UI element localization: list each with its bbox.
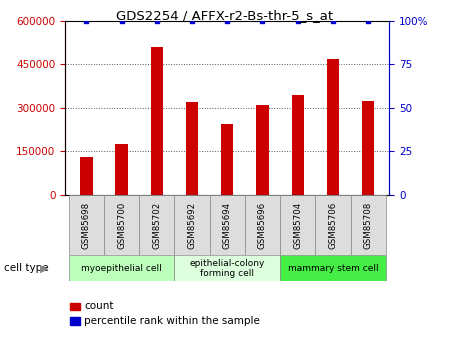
FancyBboxPatch shape xyxy=(69,255,175,281)
FancyBboxPatch shape xyxy=(139,195,175,255)
Text: epithelial-colony
forming cell: epithelial-colony forming cell xyxy=(189,258,265,278)
Text: cell type: cell type xyxy=(4,263,49,273)
Point xyxy=(153,18,160,23)
Point xyxy=(294,18,302,23)
FancyBboxPatch shape xyxy=(351,195,386,255)
FancyBboxPatch shape xyxy=(315,195,351,255)
Bar xyxy=(256,106,269,195)
Text: percentile rank within the sample: percentile rank within the sample xyxy=(84,316,260,326)
Bar xyxy=(186,102,198,195)
Point xyxy=(224,18,231,23)
FancyBboxPatch shape xyxy=(210,195,245,255)
Bar xyxy=(221,124,234,195)
Point xyxy=(118,18,125,23)
Text: GSM85704: GSM85704 xyxy=(293,201,302,249)
Bar xyxy=(292,95,304,195)
Bar xyxy=(327,59,339,195)
Point xyxy=(83,18,90,23)
Text: GSM85692: GSM85692 xyxy=(188,201,197,249)
Text: GDS2254 / AFFX-r2-Bs-thr-5_s_at: GDS2254 / AFFX-r2-Bs-thr-5_s_at xyxy=(117,9,333,22)
Bar xyxy=(151,47,163,195)
Point xyxy=(259,18,266,23)
Text: count: count xyxy=(84,302,114,311)
Text: myoepithelial cell: myoepithelial cell xyxy=(81,264,162,273)
FancyBboxPatch shape xyxy=(104,195,139,255)
Text: GSM85702: GSM85702 xyxy=(152,201,161,249)
Text: GSM85694: GSM85694 xyxy=(223,201,232,249)
FancyBboxPatch shape xyxy=(280,255,386,281)
Text: ▶: ▶ xyxy=(40,263,48,273)
Bar xyxy=(80,157,93,195)
Point xyxy=(364,18,372,23)
Bar xyxy=(362,100,374,195)
FancyBboxPatch shape xyxy=(175,195,210,255)
Text: mammary stem cell: mammary stem cell xyxy=(288,264,378,273)
Point xyxy=(329,18,337,23)
Text: GSM85698: GSM85698 xyxy=(82,201,91,249)
Text: GSM85696: GSM85696 xyxy=(258,201,267,249)
FancyBboxPatch shape xyxy=(245,195,280,255)
FancyBboxPatch shape xyxy=(280,195,315,255)
FancyBboxPatch shape xyxy=(69,195,104,255)
Text: GSM85700: GSM85700 xyxy=(117,201,126,249)
Text: GSM85706: GSM85706 xyxy=(328,201,338,249)
Point xyxy=(189,18,196,23)
FancyBboxPatch shape xyxy=(175,255,280,281)
Bar xyxy=(116,144,128,195)
Text: GSM85708: GSM85708 xyxy=(364,201,373,249)
